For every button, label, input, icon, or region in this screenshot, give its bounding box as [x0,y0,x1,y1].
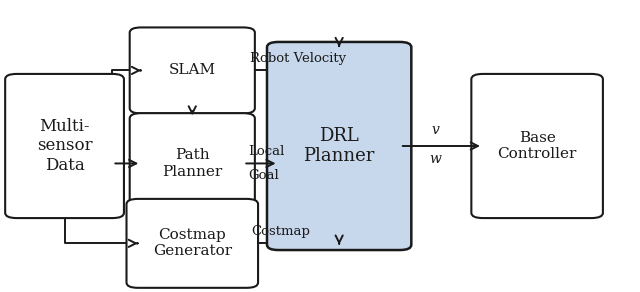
FancyBboxPatch shape [130,27,255,114]
Text: Path
Planner: Path Planner [162,148,223,178]
FancyBboxPatch shape [267,42,412,250]
Text: Costmap
Generator: Costmap Generator [153,228,232,258]
Text: DRL
Planner: DRL Planner [303,127,375,165]
Text: Base
Controller: Base Controller [497,131,577,161]
Text: SLAM: SLAM [169,63,216,77]
Text: Local: Local [248,145,285,158]
Text: w: w [429,152,441,166]
Text: Goal: Goal [248,168,279,182]
FancyBboxPatch shape [5,74,124,218]
FancyBboxPatch shape [471,74,603,218]
Text: Costmap: Costmap [252,225,310,238]
FancyBboxPatch shape [127,199,258,288]
Text: v: v [431,123,439,137]
FancyBboxPatch shape [130,113,255,214]
Text: Robot Velocity: Robot Velocity [250,52,346,65]
Text: Multi-
sensor
Data: Multi- sensor Data [36,118,92,174]
